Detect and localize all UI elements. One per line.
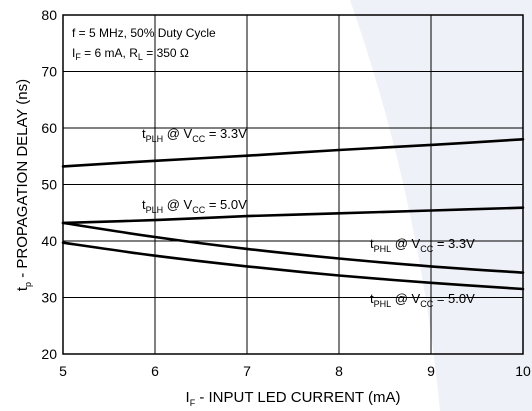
x-tick-label: 8 <box>335 363 343 379</box>
series-tphl-3v3-line <box>61 221 525 274</box>
series-label-tphl-5v0: tPHL @ VCC = 5.0V <box>370 291 475 309</box>
series-label-tplh-5v0: tPLH @ VCC = 5.0V <box>142 197 247 215</box>
test-conditions-line-2: IF = 6 mA, RL = 350 Ω <box>72 46 189 62</box>
chart-series <box>61 138 525 291</box>
chart-grid <box>63 15 523 354</box>
x-tick-label: 6 <box>151 363 159 379</box>
y-tick-label: 70 <box>41 64 57 80</box>
series-label-tplh-3v3: tPLH @ VCC = 3.3V <box>142 126 247 144</box>
x-tick-label: 10 <box>515 363 531 379</box>
plot-frame <box>62 14 524 355</box>
x-axis-ticks: 5 6 7 8 9 10 <box>59 363 531 379</box>
y-tick-label: 50 <box>41 177 57 193</box>
x-tick-label: 9 <box>427 363 435 379</box>
test-conditions-line-1: f = 5 MHz, 50% Duty Cycle <box>72 26 216 40</box>
y-tick-label: 20 <box>41 346 57 362</box>
x-tick-label: 5 <box>59 363 67 379</box>
series-label-tphl-3v3: tPHL @ VCC = 3.3V <box>370 236 475 254</box>
series-tplh-5v0-line <box>61 206 525 225</box>
x-tick-label: 7 <box>243 363 251 379</box>
x-axis-title: IF - INPUT LED CURRENT (mA) <box>186 389 401 408</box>
y-tick-label: 80 <box>41 7 57 23</box>
series-tplh-3v3-line <box>61 138 525 168</box>
y-axis-title: tp - PROPAGATION DELAY (ns) <box>14 79 33 291</box>
y-axis-ticks: 20 30 40 50 60 70 80 <box>41 7 57 362</box>
y-tick-label: 40 <box>41 233 57 249</box>
y-tick-label: 30 <box>41 290 57 306</box>
series-tphl-5v0-line <box>61 241 525 291</box>
y-tick-label: 60 <box>41 120 57 136</box>
